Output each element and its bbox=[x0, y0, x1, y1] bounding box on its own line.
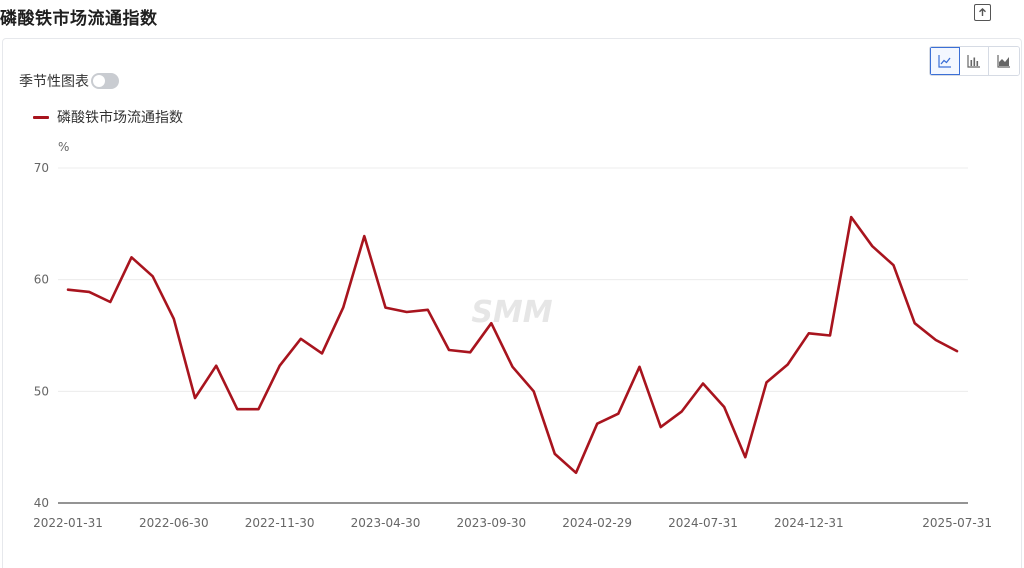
page-title: 磷酸铁市场流通指数 bbox=[0, 9, 158, 29]
data-point[interactable] bbox=[149, 272, 157, 280]
data-point[interactable] bbox=[255, 405, 263, 413]
seasonal-chart-switch: 季节性图表 bbox=[19, 71, 119, 91]
data-point[interactable] bbox=[128, 253, 136, 261]
data-point[interactable] bbox=[847, 213, 855, 221]
x-tick-label: 2023-04-30 bbox=[351, 516, 421, 530]
legend-label: 磷酸铁市场流通指数 bbox=[57, 110, 183, 126]
seasonal-toggle[interactable] bbox=[91, 73, 119, 89]
toggle-knob bbox=[93, 75, 105, 87]
x-tick-label: 2025-07-31 bbox=[922, 516, 992, 530]
watermark: SMM bbox=[471, 295, 552, 330]
line-chart-icon bbox=[938, 55, 951, 68]
data-point[interactable] bbox=[424, 306, 432, 314]
legend-item[interactable]: 磷酸铁市场流通指数 bbox=[33, 107, 183, 127]
data-point[interactable] bbox=[276, 362, 284, 370]
data-point[interactable] bbox=[297, 335, 305, 343]
export-icon[interactable] bbox=[974, 4, 991, 21]
data-point[interactable] bbox=[403, 308, 411, 316]
x-tick-label: 2022-11-30 bbox=[245, 516, 315, 530]
bar-chart-icon bbox=[967, 55, 980, 68]
x-tick-label: 2024-07-31 bbox=[668, 516, 738, 530]
area-chart-icon bbox=[997, 55, 1011, 68]
data-point[interactable] bbox=[233, 405, 241, 413]
chart-type-switcher bbox=[929, 46, 1020, 76]
series-line[interactable] bbox=[66, 215, 959, 475]
chart-card: 季节性图表 磷酸铁市场流通指数 bbox=[2, 38, 1022, 568]
data-point[interactable] bbox=[530, 387, 538, 395]
data-point[interactable] bbox=[911, 319, 919, 327]
data-point[interactable] bbox=[212, 362, 220, 370]
data-point[interactable] bbox=[64, 286, 72, 294]
x-tick-label: 2022-06-30 bbox=[139, 516, 209, 530]
data-point[interactable] bbox=[191, 394, 199, 402]
x-tick-label: 2024-12-31 bbox=[774, 516, 844, 530]
y-tick-label: 40 bbox=[34, 496, 49, 510]
data-point[interactable] bbox=[805, 329, 813, 337]
data-point[interactable] bbox=[593, 420, 601, 428]
data-point[interactable] bbox=[763, 378, 771, 386]
seasonal-label: 季节性图表 bbox=[19, 74, 89, 90]
data-point[interactable] bbox=[466, 348, 474, 356]
y-tick-label: 50 bbox=[34, 384, 49, 398]
data-point[interactable] bbox=[953, 347, 961, 355]
data-point[interactable] bbox=[339, 304, 347, 312]
data-point[interactable] bbox=[445, 346, 453, 354]
data-point[interactable] bbox=[932, 336, 940, 344]
data-point[interactable] bbox=[614, 410, 622, 418]
legend-swatch bbox=[33, 115, 49, 119]
data-point[interactable] bbox=[382, 304, 390, 312]
data-point[interactable] bbox=[678, 407, 686, 415]
y-tick-label: 60 bbox=[34, 273, 49, 287]
bar-chart-button[interactable] bbox=[959, 47, 990, 75]
data-point[interactable] bbox=[826, 332, 834, 340]
data-point[interactable] bbox=[868, 242, 876, 250]
data-point[interactable] bbox=[636, 363, 644, 371]
x-tick-label: 2022-01-31 bbox=[33, 516, 103, 530]
data-point[interactable] bbox=[657, 423, 665, 431]
data-point[interactable] bbox=[784, 361, 792, 369]
data-point[interactable] bbox=[360, 232, 368, 240]
data-point[interactable] bbox=[699, 380, 707, 388]
data-point[interactable] bbox=[170, 315, 178, 323]
data-point[interactable] bbox=[318, 349, 326, 357]
x-tick-label: 2024-02-29 bbox=[562, 516, 632, 530]
x-tick-label: 2023-09-30 bbox=[456, 516, 526, 530]
data-point[interactable] bbox=[890, 261, 898, 269]
data-point[interactable] bbox=[487, 319, 495, 327]
data-point[interactable] bbox=[720, 403, 728, 411]
data-point[interactable] bbox=[85, 288, 93, 296]
area-chart-button[interactable] bbox=[989, 47, 1019, 75]
y-axis-unit: % bbox=[58, 140, 69, 154]
data-point[interactable] bbox=[741, 453, 749, 461]
data-point[interactable] bbox=[572, 469, 580, 477]
data-point[interactable] bbox=[509, 363, 517, 371]
y-tick-label: 70 bbox=[34, 161, 49, 175]
line-chart-button[interactable] bbox=[930, 47, 960, 75]
data-point[interactable] bbox=[106, 298, 114, 306]
data-point[interactable] bbox=[551, 450, 559, 458]
